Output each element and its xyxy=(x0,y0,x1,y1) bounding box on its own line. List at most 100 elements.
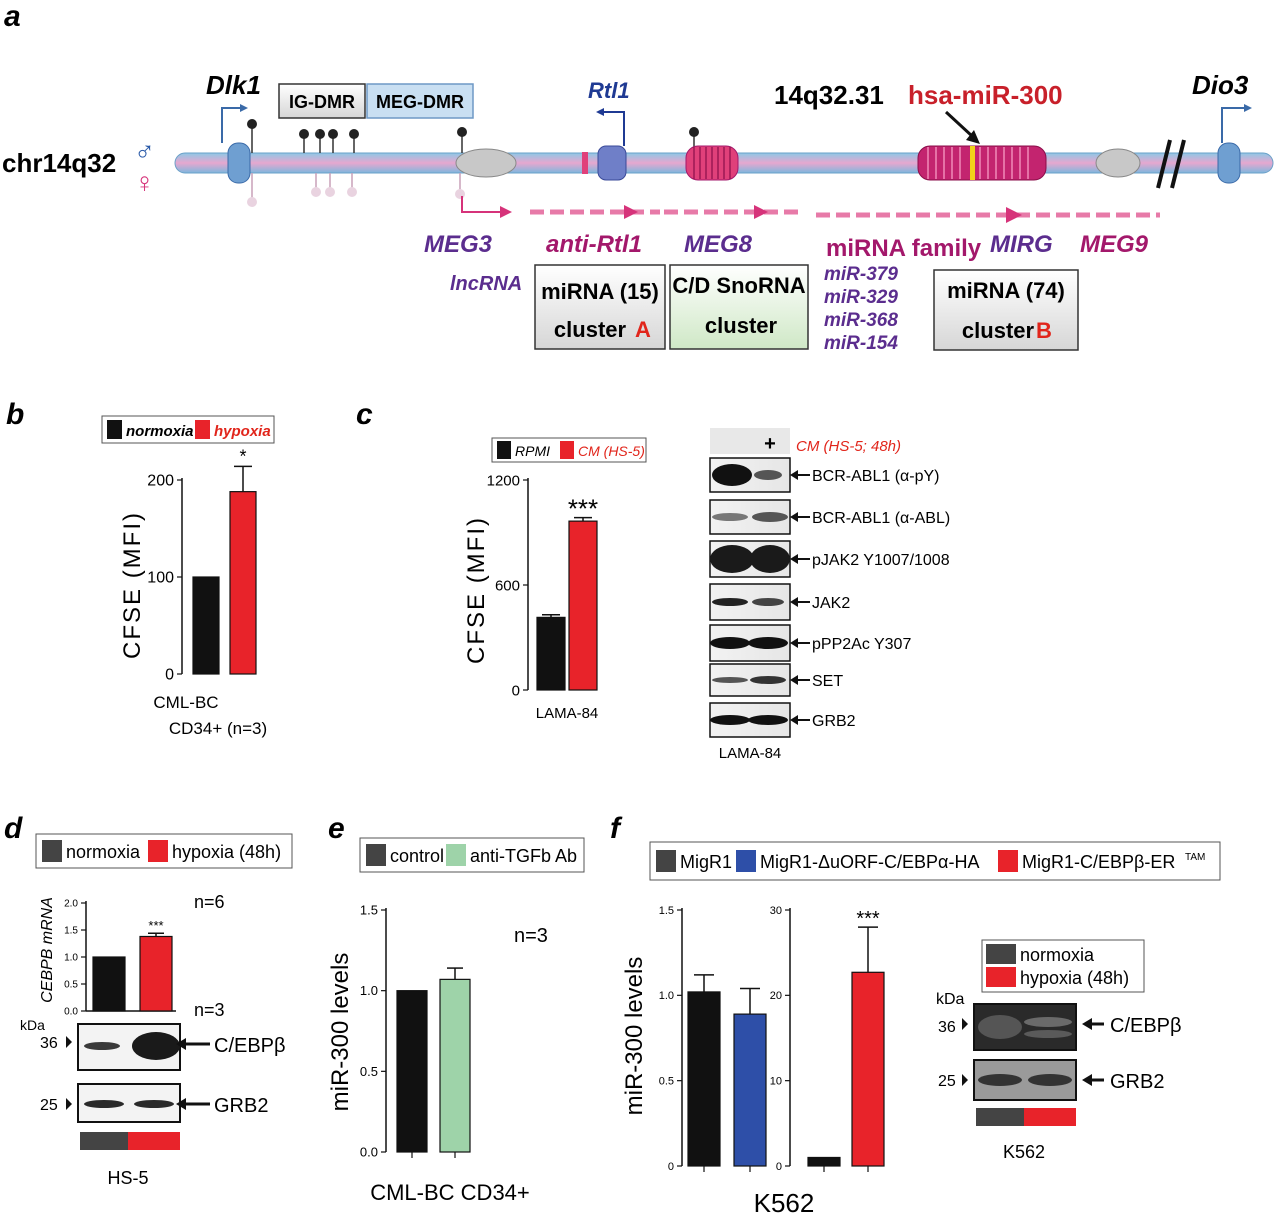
panel-f: f MigR1 MigR1-ΔuORF-C/EBPα-HA MigR1-C/EB… xyxy=(610,812,1221,1216)
mir-300-label: hsa-miR-300 xyxy=(908,80,1063,110)
legend-swatch-normoxia xyxy=(42,840,62,862)
meg3-label: MEG3 xyxy=(424,231,493,258)
legend-swatch-migr1 xyxy=(656,850,676,872)
condition-bar-normoxia xyxy=(80,1132,128,1150)
panel-letter-d: d xyxy=(4,812,23,845)
blot-label: GRB2 xyxy=(214,1095,268,1117)
chart-b: 0 100 200 * xyxy=(147,446,257,684)
cluster-b-line2: cluster xyxy=(962,318,1035,343)
blot-arrowhead xyxy=(790,512,798,522)
blot-condition: CM (HS-5; 48h) xyxy=(796,438,901,455)
family-member: miR-379 xyxy=(824,264,898,285)
n-label: n=3 xyxy=(514,925,548,947)
female-symbol: ♀ xyxy=(134,167,155,198)
blot-label: GRB2 xyxy=(812,713,856,730)
dlk1-gene-block xyxy=(227,142,251,184)
meg3-arrowhead xyxy=(500,206,512,218)
legend-swatch-cebpb xyxy=(998,850,1018,872)
meg9-gene-block xyxy=(1095,148,1141,178)
bar xyxy=(229,491,257,675)
y-tick-label: 1200 xyxy=(487,472,520,489)
panel-d: d normoxia hypoxia (48h) CEBPB mRNA n=6 … xyxy=(4,812,293,1188)
bar xyxy=(851,971,885,1167)
blot-label: BCR-ABL1 (α-ABL) xyxy=(812,510,950,527)
blot-label: pPP2Ac Y307 xyxy=(812,636,911,653)
mw-arrow xyxy=(66,1036,72,1048)
y-tick-label: 0 xyxy=(776,1161,782,1173)
blot-band xyxy=(978,1015,1022,1039)
blot-arrowhead xyxy=(790,470,798,480)
bar xyxy=(568,520,598,691)
y-tick-label: 200 xyxy=(147,473,174,490)
western-blot-c: BCR-ABL1 (α-pY) BCR-ABL1 (α-ABL) pJAK2 Y10… xyxy=(709,457,950,738)
blot-arrowhead xyxy=(1082,1074,1092,1086)
mw-marker: 25 xyxy=(40,1097,58,1114)
blot-cell-label: K562 xyxy=(1003,1142,1045,1162)
blot-band xyxy=(1028,1074,1072,1086)
mirg-label: MIRG xyxy=(990,231,1053,258)
y-tick-label: 2.0 xyxy=(64,899,78,910)
blot-arrowhead xyxy=(176,1038,186,1050)
bar xyxy=(439,978,471,1153)
chart-f-left: 0 0.5 1.0 1.5 xyxy=(659,905,767,1173)
panel-c: c RPMI CM (HS-5) CFSE (MFI) LAMA-84 0 600… xyxy=(356,398,950,762)
dlk1-arrowhead xyxy=(240,104,248,112)
legend-swatch-control xyxy=(366,844,386,866)
snorna-box xyxy=(669,264,809,350)
legend-label: normoxia xyxy=(1020,945,1095,965)
legend-label: hypoxia xyxy=(214,423,271,440)
break-mark-2 xyxy=(1170,139,1186,189)
blot-band xyxy=(754,470,782,480)
x-axis-label: CML-BC xyxy=(153,693,218,712)
chrom-label: chr14q32 xyxy=(2,148,116,178)
mir-300-pointer-head xyxy=(966,130,980,144)
legend-superscript: TAM xyxy=(1185,852,1205,863)
bar xyxy=(192,576,220,675)
bar xyxy=(139,935,173,1012)
condition-bar-hypoxia xyxy=(1024,1108,1076,1126)
y-tick-label: 30 xyxy=(770,905,782,917)
legend-swatch-cm xyxy=(560,441,574,459)
mir-300-pointer xyxy=(944,110,974,138)
y-tick-label: 100 xyxy=(147,570,174,587)
blot-band xyxy=(712,598,748,606)
y-tick-label: 1.5 xyxy=(360,903,378,918)
blot-header-bar xyxy=(710,428,790,454)
significance-mark: *** xyxy=(568,494,598,524)
rtl1-arrowhead xyxy=(596,108,604,116)
blot-band xyxy=(752,512,788,522)
break-mark-1 xyxy=(1156,139,1172,189)
y-axis-label: miR-300 levels xyxy=(327,953,354,1112)
panel-a: a chr14q32 ♂ ♀ Dlk1 IG-DMR M xyxy=(2,0,1274,354)
y-axis-label: CEBPB mRNA xyxy=(39,897,56,1003)
blot-arrowhead xyxy=(790,554,798,564)
legend-label: MigR1 xyxy=(680,852,732,872)
cluster-a-letter: A xyxy=(635,317,651,342)
legend-label: normoxia xyxy=(126,423,194,440)
significance-mark: *** xyxy=(148,918,163,933)
blot-band xyxy=(978,1074,1022,1086)
significance-mark: * xyxy=(239,446,246,466)
legend-box-b xyxy=(101,415,275,444)
blot-arrowhead xyxy=(790,715,798,725)
male-symbol: ♂ xyxy=(134,135,155,166)
y-tick-label: 0.0 xyxy=(360,1145,378,1160)
meg3-arrow xyxy=(461,196,500,213)
blot-band xyxy=(748,637,788,649)
legend-swatch-hypoxia xyxy=(986,967,1016,987)
legend-label: CM (HS-5) xyxy=(578,443,645,459)
rtl1-arrow xyxy=(604,111,625,146)
y-tick-label: 0.5 xyxy=(64,980,78,991)
blot-plus: + xyxy=(764,433,776,455)
mw-arrow xyxy=(962,1074,968,1086)
n-label: n=3 xyxy=(194,1000,225,1020)
blot-arrowhead xyxy=(790,675,798,685)
lncrna-label: lncRNA xyxy=(450,273,522,295)
dlk1-arrow xyxy=(221,107,240,143)
blot-label: BCR-ABL1 (α-pY) xyxy=(812,468,940,485)
dio3-label: Dio3 xyxy=(1192,70,1249,100)
chart-f-right: 0 10 20 30 *** xyxy=(770,905,885,1173)
blot-band xyxy=(710,637,750,649)
cell-label: HS-5 xyxy=(107,1168,148,1188)
